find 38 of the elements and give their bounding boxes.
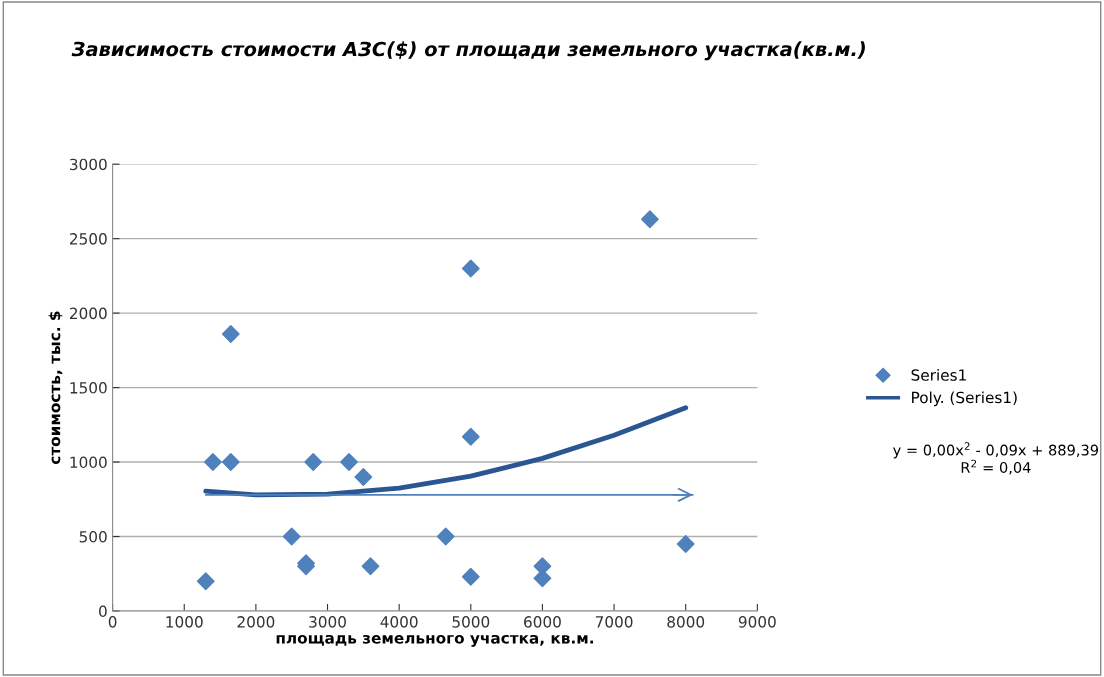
- x-tick-label: 2000: [237, 616, 275, 628]
- legend-label: Series1: [911, 368, 966, 381]
- x-tick-label: 4000: [380, 616, 418, 628]
- point: [221, 453, 240, 471]
- point: [461, 567, 480, 586]
- point: [361, 557, 380, 576]
- x-tick-label: 5000: [452, 616, 490, 628]
- y-tick-label: 500: [79, 530, 107, 543]
- y-tick-label: 2000: [69, 307, 107, 320]
- point: [340, 453, 358, 471]
- x-tick-label: 6000: [524, 616, 561, 628]
- text: y = 0,00x$^{2}$ - 0,09x + 889,39 R$^{2}$ = 0,04: [893, 442, 1099, 475]
- point: [221, 325, 240, 343]
- chart-title: Зависимость стоимости АЗС($) от площади земельного участка(кв.м.): [71, 41, 865, 61]
- point: [304, 453, 323, 471]
- point: [354, 468, 373, 486]
- y-tick-label: 3000: [70, 158, 107, 171]
- point: [203, 453, 222, 471]
- y-axis-title: стоимость, тыс. $: [48, 311, 63, 465]
- legend-label: Poly. (Series1): [912, 391, 1017, 407]
- x-tick-label: 9000: [738, 616, 776, 628]
- point: [436, 527, 455, 546]
- point: [676, 535, 695, 553]
- y-tick-label: 0: [99, 605, 107, 618]
- x-tick-label: 8000: [667, 616, 705, 628]
- x-tick-label: 1000: [166, 616, 203, 628]
- y-tick-label: 1000: [70, 456, 107, 469]
- point: [282, 527, 301, 546]
- x-tick-label: 3000: [309, 616, 346, 628]
- point: [461, 259, 480, 278]
- point: [640, 210, 659, 229]
- point: [196, 572, 215, 591]
- x-axis-title: площадь земельного участка, кв.м.: [276, 634, 593, 647]
- x-tick-label: 0: [108, 616, 117, 628]
- x-tick-label: 7000: [595, 616, 633, 628]
- point: [461, 427, 480, 446]
- y-tick-label: 1500: [70, 382, 107, 394]
- y-tick-label: 2500: [69, 233, 107, 245]
